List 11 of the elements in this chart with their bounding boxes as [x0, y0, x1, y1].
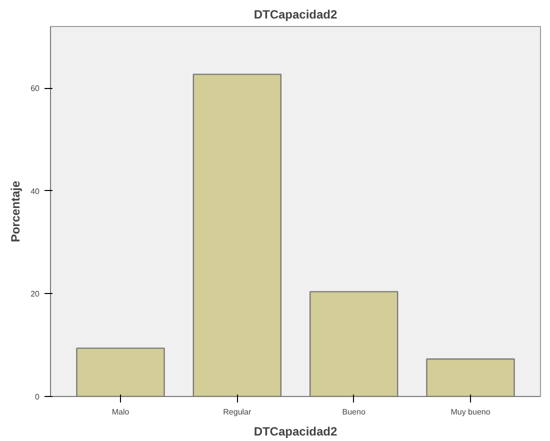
y-axis-title: Porcentaje [8, 180, 23, 242]
y-tick-label: 20 [30, 290, 40, 299]
x-tick-label: Bueno [342, 408, 366, 416]
y-tick-label: 0 [35, 392, 40, 402]
x-tick-label: Muy bueno [450, 408, 491, 416]
y-tick-label: 60 [30, 84, 40, 94]
y-tick-label: 40 [30, 186, 40, 196]
x-tick-label: Regular [223, 408, 252, 416]
chart-title: DTCapacidad2 [254, 8, 338, 22]
x-tick-label: Malo [112, 408, 130, 416]
x-axis-title: DTCapacidad2 [254, 424, 338, 438]
